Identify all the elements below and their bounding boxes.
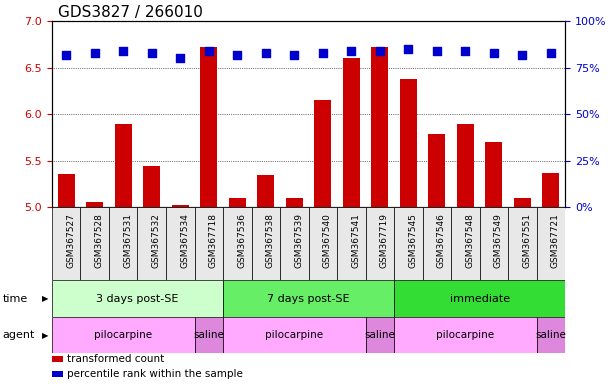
Point xyxy=(432,48,442,54)
Point xyxy=(403,46,413,52)
Bar xyxy=(52,356,63,362)
Text: ▶: ▶ xyxy=(42,331,48,339)
Bar xyxy=(371,47,389,207)
Bar xyxy=(229,198,246,207)
Bar xyxy=(543,173,560,207)
Text: GSM367719: GSM367719 xyxy=(380,213,389,268)
Text: GDS3827 / 266010: GDS3827 / 266010 xyxy=(58,5,203,20)
Bar xyxy=(457,124,474,207)
Bar xyxy=(109,207,137,280)
Bar xyxy=(508,207,536,280)
Bar xyxy=(309,207,337,280)
Point xyxy=(346,48,356,54)
Bar xyxy=(52,317,194,353)
Text: transformed count: transformed count xyxy=(67,354,164,364)
Bar xyxy=(223,280,394,317)
Bar xyxy=(81,207,109,280)
Text: saline: saline xyxy=(364,330,395,340)
Text: pilocarpine: pilocarpine xyxy=(265,330,323,340)
Text: GSM367534: GSM367534 xyxy=(180,213,189,268)
Bar xyxy=(514,198,531,207)
Bar xyxy=(86,202,103,207)
Text: GSM367540: GSM367540 xyxy=(323,213,332,268)
Text: 3 days post-SE: 3 days post-SE xyxy=(97,293,178,304)
Text: GSM367536: GSM367536 xyxy=(237,213,246,268)
Text: saline: saline xyxy=(193,330,224,340)
Bar xyxy=(423,207,451,280)
Text: GSM367549: GSM367549 xyxy=(494,213,503,268)
Point xyxy=(175,55,185,61)
Point xyxy=(261,50,271,56)
Bar xyxy=(394,280,565,317)
Bar xyxy=(252,207,280,280)
Point xyxy=(375,48,385,54)
Text: GSM367531: GSM367531 xyxy=(123,213,132,268)
Bar xyxy=(485,142,502,207)
Text: GSM367532: GSM367532 xyxy=(152,213,161,268)
Bar xyxy=(536,207,565,280)
Bar xyxy=(115,124,132,207)
Text: agent: agent xyxy=(2,330,35,340)
Point xyxy=(318,50,327,56)
Text: GSM367721: GSM367721 xyxy=(551,213,560,268)
Bar xyxy=(57,174,75,207)
Text: GSM367546: GSM367546 xyxy=(437,213,446,268)
Text: GSM367539: GSM367539 xyxy=(295,213,303,268)
Bar xyxy=(365,207,394,280)
Point xyxy=(232,51,242,58)
Point xyxy=(546,50,556,56)
Bar xyxy=(365,317,394,353)
Bar xyxy=(451,207,480,280)
Text: percentile rank within the sample: percentile rank within the sample xyxy=(67,369,243,379)
Bar xyxy=(343,58,360,207)
Bar xyxy=(172,205,189,207)
Bar xyxy=(137,207,166,280)
Text: GSM367528: GSM367528 xyxy=(95,213,104,268)
Bar xyxy=(200,47,218,207)
Bar xyxy=(480,207,508,280)
Text: GSM367548: GSM367548 xyxy=(466,213,474,268)
Bar xyxy=(143,166,160,207)
Text: GSM367527: GSM367527 xyxy=(66,213,75,268)
Point xyxy=(90,50,100,56)
Bar xyxy=(166,207,194,280)
Point xyxy=(147,50,156,56)
Text: pilocarpine: pilocarpine xyxy=(94,330,152,340)
Point xyxy=(489,50,499,56)
Bar xyxy=(194,207,223,280)
Bar xyxy=(257,175,274,207)
Point xyxy=(290,51,299,58)
Text: GSM367551: GSM367551 xyxy=(522,213,532,268)
Bar xyxy=(337,207,365,280)
Text: 7 days post-SE: 7 days post-SE xyxy=(267,293,350,304)
Bar xyxy=(194,317,223,353)
Text: GSM367718: GSM367718 xyxy=(209,213,218,268)
Text: time: time xyxy=(2,293,27,304)
Point xyxy=(204,48,214,54)
Bar xyxy=(52,371,63,377)
Bar xyxy=(223,207,252,280)
Bar xyxy=(400,79,417,207)
Bar xyxy=(394,207,423,280)
Bar xyxy=(223,317,365,353)
Bar xyxy=(52,207,81,280)
Text: GSM367541: GSM367541 xyxy=(351,213,360,268)
Text: immediate: immediate xyxy=(450,293,510,304)
Bar xyxy=(314,100,331,207)
Bar xyxy=(280,207,309,280)
Text: saline: saline xyxy=(535,330,566,340)
Point xyxy=(61,51,71,58)
Text: pilocarpine: pilocarpine xyxy=(436,330,494,340)
Text: ▶: ▶ xyxy=(42,294,48,303)
Bar xyxy=(536,317,565,353)
Bar xyxy=(286,198,303,207)
Text: GSM367545: GSM367545 xyxy=(408,213,417,268)
Point xyxy=(119,48,128,54)
Bar xyxy=(394,317,536,353)
Point xyxy=(461,48,470,54)
Bar xyxy=(52,280,223,317)
Point xyxy=(518,51,527,58)
Bar xyxy=(428,134,445,207)
Text: GSM367538: GSM367538 xyxy=(266,213,275,268)
